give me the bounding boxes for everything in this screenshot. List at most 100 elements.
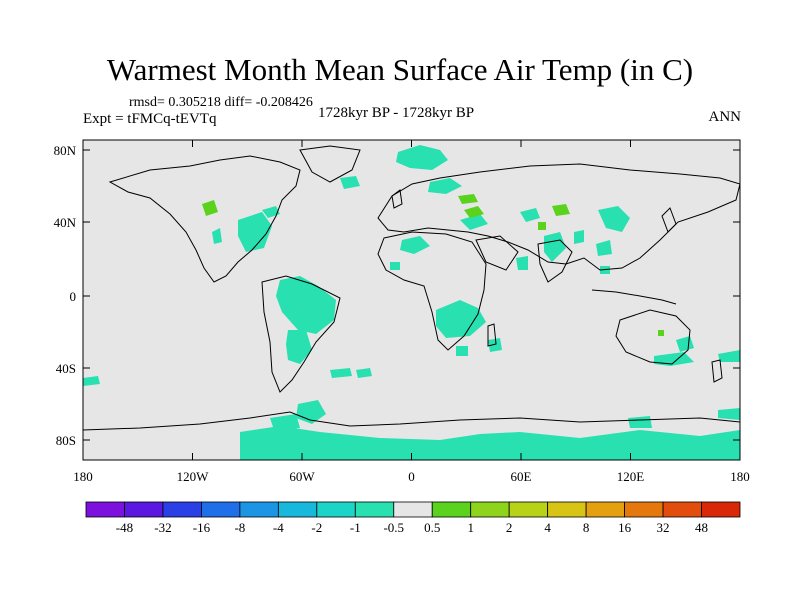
anomaly-patch (520, 208, 540, 222)
y-tick-label: 80S (56, 433, 76, 448)
coastline-africa (377, 231, 487, 351)
anomaly-patch (212, 228, 222, 244)
anomaly-patch (240, 426, 740, 460)
colorbar-label: -32 (154, 520, 171, 535)
anomaly-patch (396, 145, 448, 170)
colorbar-label: -4 (273, 520, 284, 535)
colorbar-label: -16 (193, 520, 211, 535)
colorbar-swatch (508, 501, 549, 518)
x-axis: 180 120W 60W 0 60E 120E 180 (73, 140, 750, 484)
anomaly-patch (202, 200, 218, 216)
colorbar-label: 1 (467, 520, 474, 535)
colorbar-swatch (624, 501, 664, 518)
coastline-india (537, 239, 573, 283)
colorbar-swatch (470, 501, 510, 518)
colorbar-label: 32 (657, 520, 670, 535)
anomaly-patch (458, 194, 478, 204)
anomaly-patch (296, 400, 326, 424)
anomaly-patch (718, 408, 740, 420)
cooling-anomaly-patches (83, 145, 740, 460)
coastline-madagascar (487, 323, 497, 347)
colorbar-swatch (201, 501, 241, 518)
colorbar-swatch (701, 501, 741, 518)
colorbar-label: -8 (234, 520, 245, 535)
anomaly-patch (538, 222, 546, 230)
y-axis: 80N 40N 0 40S 80S (54, 143, 740, 448)
colorbar-label: 4 (544, 520, 551, 535)
anomaly-patch (658, 330, 664, 336)
anomaly-patch (270, 414, 300, 430)
anomaly-patch (390, 262, 400, 270)
anomaly-patch (596, 240, 612, 256)
colorbar-swatch (547, 501, 587, 518)
coastline-eurasia (377, 163, 740, 271)
colorbar-label: 48 (695, 520, 708, 535)
anomaly-patch (460, 214, 488, 230)
anomaly-patch (654, 352, 694, 366)
colorbar: -48 -32 -16 -8 -4 -2 -1 -0.5 0.5 1 2 4 8 16 32 48 (85, 501, 741, 535)
coastline-uk (391, 189, 403, 209)
colorbar-label: -0.5 (383, 520, 404, 535)
colorbar-label: 2 (506, 520, 513, 535)
colorbar-swatch (354, 501, 395, 518)
anomaly-patch (598, 206, 630, 232)
anomaly-patch (488, 338, 502, 352)
anomaly-patch (83, 376, 100, 386)
colorbar-swatch (431, 501, 472, 518)
period-label: 1728kyr BP - 1728kyr BP (318, 105, 475, 121)
anomaly-patch (428, 178, 462, 194)
y-tick-label: 40N (54, 215, 77, 230)
colorbar-swatch (85, 501, 125, 518)
experiment-label: Expt = tFMCq-tEVTq (83, 111, 217, 127)
coastline-north-america (108, 155, 301, 283)
colorbar-swatch (316, 501, 356, 518)
x-tick-label: 60W (289, 469, 315, 484)
anomaly-patch (552, 204, 570, 216)
anomaly-patch (628, 416, 652, 428)
anomaly-patch (544, 232, 566, 262)
colorbar-swatch (124, 501, 164, 518)
colorbar-swatch (393, 501, 433, 518)
anomaly-patch (330, 368, 352, 378)
colorbar-label: -1 (350, 520, 361, 535)
y-tick-label: 80N (54, 143, 77, 158)
anomaly-patch (400, 236, 430, 254)
anomaly-patch (436, 300, 486, 338)
anomaly-patch (238, 212, 272, 252)
y-tick-label: 40S (56, 361, 76, 376)
coastlines (83, 145, 740, 431)
chart-title: Warmest Month Mean Surface Air Temp (in … (106, 52, 694, 87)
anomaly-patch (516, 256, 528, 270)
y-tick-label: 0 (70, 289, 77, 304)
colorbar-swatch (585, 501, 625, 518)
map-background (83, 140, 740, 460)
anomaly-patch (718, 350, 740, 362)
coastline-australia (615, 309, 691, 365)
colorbar-swatch (662, 501, 702, 518)
coastline-japan (661, 207, 677, 233)
anomaly-patch (456, 346, 468, 356)
x-tick-label: 120W (177, 469, 210, 484)
coastline-antarctica (83, 411, 740, 431)
season-label: ANN (708, 109, 742, 125)
colorbar-swatch (239, 501, 279, 518)
anomaly-patch (262, 206, 280, 218)
x-tick-label: 120E (617, 469, 645, 484)
colorbar-swatch (162, 501, 202, 518)
coastline-arabia (475, 235, 519, 271)
warming-anomaly-patches (202, 194, 664, 336)
colorbar-label: 16 (618, 520, 632, 535)
anomaly-patch (574, 230, 584, 244)
coastline-greenland (299, 145, 361, 183)
colorbar-label: 8 (583, 520, 590, 535)
coastline-indonesia (591, 289, 677, 305)
x-tick-label: 60E (511, 469, 532, 484)
anomaly-patch (286, 330, 312, 364)
colorbar-swatch (277, 501, 318, 518)
anomaly-patch (356, 368, 372, 378)
anomaly-patch (464, 206, 484, 218)
colorbar-label: -48 (116, 520, 133, 535)
stats-line: rmsd= 0.305218 diff= -0.208426 (129, 95, 313, 110)
coastline-south-america (261, 275, 341, 393)
